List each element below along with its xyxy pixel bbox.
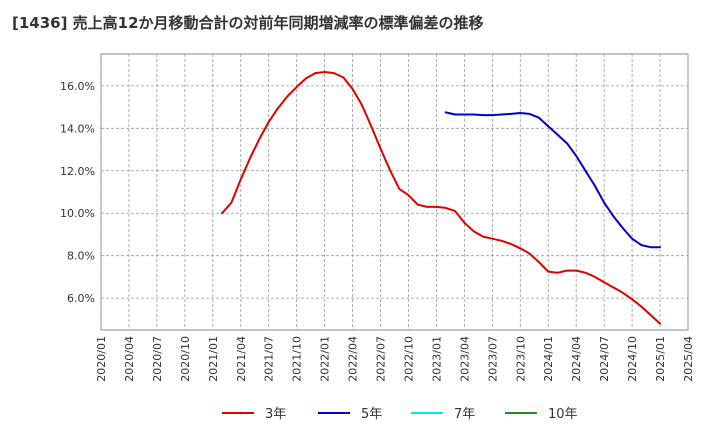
legend-label: 7年 (454, 407, 475, 422)
series-line-1 (221, 71, 661, 325)
x-tick-label: 2021/10 (291, 336, 304, 382)
legend-label: 3年 (265, 407, 286, 422)
legend-label: 10年 (548, 407, 578, 422)
plot-area (100, 53, 689, 331)
x-tick-label: 2020/04 (123, 336, 136, 382)
x-tick-label: 2021/01 (207, 336, 220, 382)
y-tick-label: 10.0% (60, 207, 95, 220)
legend-item-3[interactable]: 7年 (411, 407, 475, 422)
x-tick-label: 2023/01 (430, 336, 443, 382)
y-tick-label: 14.0% (60, 122, 95, 135)
series-lines (221, 71, 661, 325)
gridlines (100, 54, 689, 330)
legend-item-2[interactable]: 5年 (318, 407, 382, 422)
x-tick-label: 2024/04 (570, 336, 583, 382)
legend[interactable]: 3年 5年 7年 10年 (222, 407, 578, 422)
x-tick-label: 2023/04 (458, 336, 471, 382)
y-tick-label: 6.0% (67, 292, 95, 305)
x-tick-label: 2022/01 (319, 336, 332, 382)
x-tick-label: 2022/04 (347, 336, 360, 382)
legend-item-1[interactable]: 3年 (222, 407, 286, 422)
y-axis-ticks: 6.0% 8.0% 10.0% 12.0% 14.0% 16.0% (60, 80, 95, 305)
x-tick-label: 2021/04 (235, 336, 248, 382)
y-tick-label: 8.0% (67, 250, 95, 263)
chart-title: [1436] 売上高12か月移動合計の対前年同期増減率の標準偏差の推移 (12, 14, 484, 32)
x-tick-label: 2024/10 (626, 336, 639, 382)
x-tick-label: 2025/01 (654, 336, 667, 382)
x-axis-ticks: 2020/01 2020/04 2020/07 2020/10 2021/01 2021/… (95, 336, 695, 382)
y-tick-label: 12.0% (60, 165, 95, 178)
x-tick-label: 2024/01 (542, 336, 555, 382)
x-tick-label: 2020/10 (179, 336, 192, 382)
y-tick-label: 16.0% (60, 80, 95, 93)
x-tick-label: 2022/10 (402, 336, 415, 382)
x-tick-label: 2024/07 (598, 336, 611, 382)
x-tick-label: 2023/10 (514, 336, 527, 382)
legend-label: 5年 (361, 407, 382, 422)
series-line-2 (444, 111, 661, 249)
x-tick-label: 2025/04 (682, 336, 695, 382)
x-tick-label: 2020/01 (95, 336, 108, 382)
legend-item-4[interactable]: 10年 (505, 407, 578, 422)
x-tick-label: 2022/07 (375, 336, 388, 382)
x-tick-label: 2020/07 (151, 336, 164, 382)
x-tick-label: 2023/07 (486, 336, 499, 382)
x-tick-label: 2021/07 (263, 336, 276, 382)
